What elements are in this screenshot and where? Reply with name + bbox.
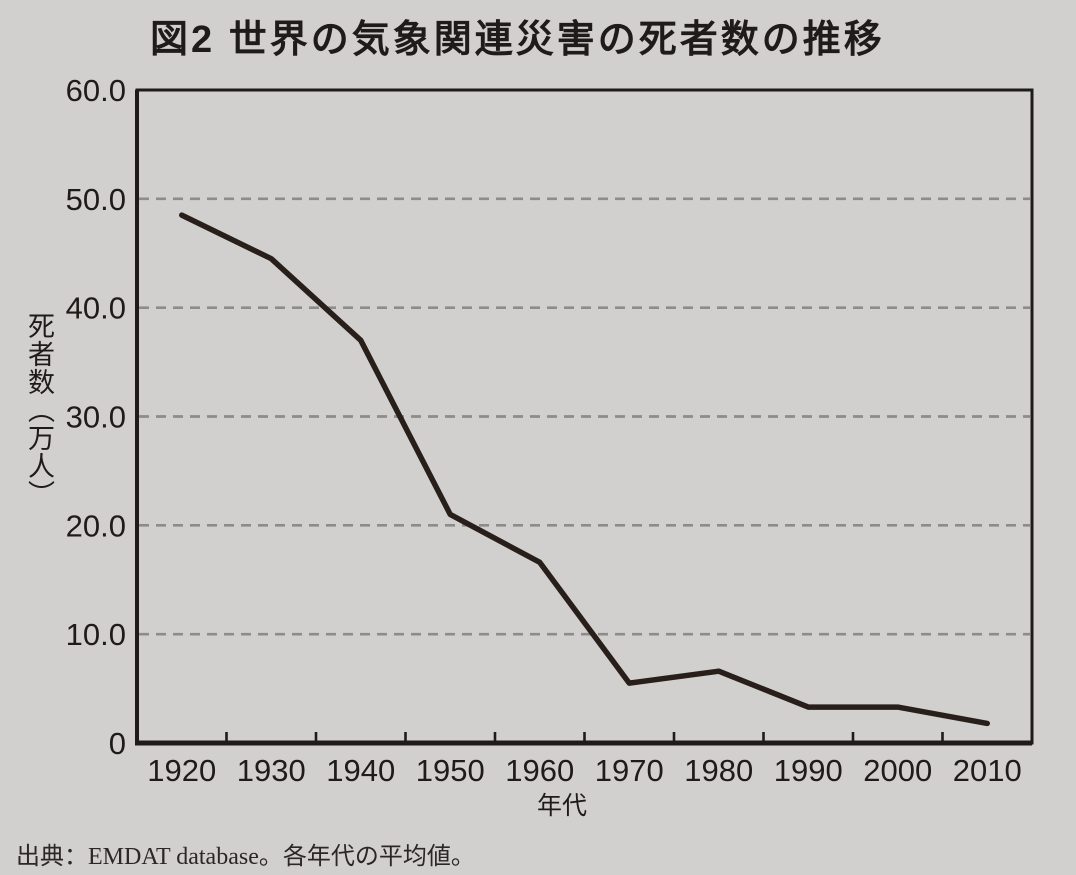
y-tick-label-0: 0 [109,726,126,761]
y-tick-label-20.0: 20.0 [66,508,126,543]
chart-title: 図2 世界の気象関連災害の死者数の推移 [150,19,885,61]
x-tick-label-1920: 1920 [147,753,216,788]
y-tick-label-60.0: 60.0 [66,73,126,108]
y-tick-label-50.0: 50.0 [66,182,126,217]
x-tick-label-2010: 2010 [953,753,1022,788]
x-tick-label-1980: 1980 [684,753,753,788]
source-note: 出典：EMDAT database。各年代の平均値。 [16,844,475,870]
x-tick-label-1960: 1960 [505,753,574,788]
y-tick-label-30.0: 30.0 [66,400,126,435]
x-tick-label-1930: 1930 [237,753,306,788]
x-axis-title: 年代 [536,792,587,820]
x-tick-label-2000: 2000 [863,753,932,788]
data-line-死者数 [179,212,990,727]
x-tick-label-1940: 1940 [326,753,395,788]
y-tick-label-40.0: 40.0 [66,291,126,326]
y-tick-label-10.0: 10.0 [66,617,126,652]
y-axis-title: 死者数（万人） [24,312,54,508]
x-tick-label-1970: 1970 [595,753,664,788]
x-tick-label-1990: 1990 [774,753,843,788]
x-tick-label-1950: 1950 [416,753,485,788]
